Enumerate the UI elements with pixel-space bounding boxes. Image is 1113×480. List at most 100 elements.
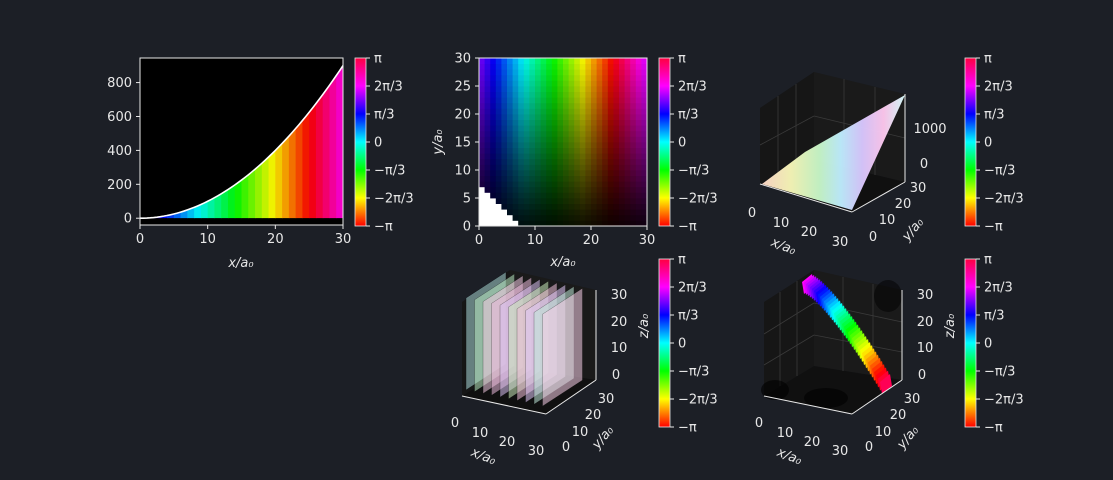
image-cell xyxy=(574,86,581,92)
x-tick-label: 20 xyxy=(583,233,600,248)
image-cell xyxy=(490,74,497,81)
y-axis-line-4 xyxy=(545,379,597,415)
image-cell xyxy=(529,220,536,227)
image-cell xyxy=(574,58,581,64)
image-cell xyxy=(546,170,553,176)
image-cell xyxy=(535,136,541,143)
image-cell xyxy=(635,198,642,204)
image-cell xyxy=(635,80,642,87)
image-cell xyxy=(546,97,553,104)
image-cell xyxy=(579,186,586,193)
colorbar-tick: −π/3 xyxy=(984,365,1015,380)
y-tick-label: 0 xyxy=(124,212,132,227)
image-cell xyxy=(512,91,519,98)
image-cell xyxy=(613,170,620,176)
colorbar-tick: 2π/3 xyxy=(374,80,403,95)
image-cell xyxy=(574,186,581,193)
image-cell xyxy=(546,214,553,221)
z-tick-4-0: 0 xyxy=(612,368,620,383)
image-cell xyxy=(579,97,586,104)
image-cell xyxy=(512,136,519,143)
image-cell xyxy=(535,142,541,148)
image-cell xyxy=(512,181,519,188)
x-axis-line-5 xyxy=(763,395,853,415)
image-cell xyxy=(535,80,541,87)
y-axis-label-4: y/a₀ xyxy=(589,423,618,453)
image-cell xyxy=(507,192,513,199)
image-cell xyxy=(518,170,525,176)
image-cell xyxy=(568,119,575,126)
image-cell xyxy=(535,153,541,160)
image-cell xyxy=(518,198,525,204)
image-cell xyxy=(557,63,564,70)
image-cell xyxy=(596,86,603,92)
image-cell xyxy=(512,86,519,92)
image-cell xyxy=(501,158,508,165)
image-cell xyxy=(535,91,541,98)
image-cell xyxy=(507,142,513,148)
z-tick-4-1: 10 xyxy=(611,341,628,356)
z-axis-label-5: z/a₀ xyxy=(943,313,958,339)
image-cell xyxy=(574,102,581,109)
image-cell xyxy=(619,209,625,216)
image-cell xyxy=(591,158,597,165)
image-cell xyxy=(630,153,637,160)
phase-band xyxy=(315,65,324,219)
image-cell xyxy=(602,114,609,120)
image-cell xyxy=(535,192,541,199)
image-cell xyxy=(568,102,575,109)
image-cell xyxy=(596,58,603,64)
x-tick-label: 30 xyxy=(335,232,352,247)
image-cell xyxy=(490,130,497,137)
colorbar-gradient xyxy=(965,58,976,226)
image-cell xyxy=(568,63,575,70)
y-tick-5-0: 0 xyxy=(865,440,873,455)
image-cell xyxy=(641,125,648,132)
image-cell xyxy=(479,91,485,98)
image-cell xyxy=(518,147,525,154)
isosurface-strips xyxy=(802,274,892,394)
image-cell xyxy=(568,86,575,92)
image-cell xyxy=(635,69,642,76)
image-cell xyxy=(551,209,558,216)
x-axis-label-1: x/a₀ xyxy=(227,256,254,271)
image-cell xyxy=(507,97,513,104)
image-cell xyxy=(596,170,603,176)
image-cell xyxy=(585,147,592,154)
image-cell xyxy=(630,114,637,120)
image-cell xyxy=(523,198,530,204)
image-cell xyxy=(574,209,581,216)
image-cell xyxy=(535,114,541,120)
image-cell xyxy=(535,170,541,176)
image-cell xyxy=(591,58,597,64)
image-cell xyxy=(585,63,592,70)
image-cell xyxy=(641,203,648,210)
image-cell xyxy=(557,80,564,87)
image-cell xyxy=(512,119,519,126)
image-cell xyxy=(591,91,597,98)
y-tick-label: 15 xyxy=(454,136,471,151)
image-cell xyxy=(501,147,508,154)
colorbar-gradient xyxy=(355,58,366,226)
image-cell xyxy=(619,69,625,76)
image-cell xyxy=(540,74,547,81)
image-cell xyxy=(630,158,637,165)
image-cell xyxy=(574,175,581,182)
image-cell xyxy=(579,102,586,109)
image-cell xyxy=(591,192,597,199)
image-cell xyxy=(507,220,513,227)
image-cell xyxy=(630,220,637,227)
image-cell xyxy=(591,164,597,171)
image-cell xyxy=(563,220,569,227)
image-cell xyxy=(630,86,637,92)
image-cell xyxy=(596,214,603,221)
image-cell xyxy=(579,114,586,120)
image-cell xyxy=(607,91,614,98)
z-tick-4-3: 30 xyxy=(611,288,628,303)
image-cell xyxy=(613,136,620,143)
image-cell xyxy=(596,203,603,210)
image-cell xyxy=(591,102,597,109)
image-cell xyxy=(630,63,637,70)
image-cell xyxy=(479,86,485,92)
image-cell xyxy=(596,209,603,216)
